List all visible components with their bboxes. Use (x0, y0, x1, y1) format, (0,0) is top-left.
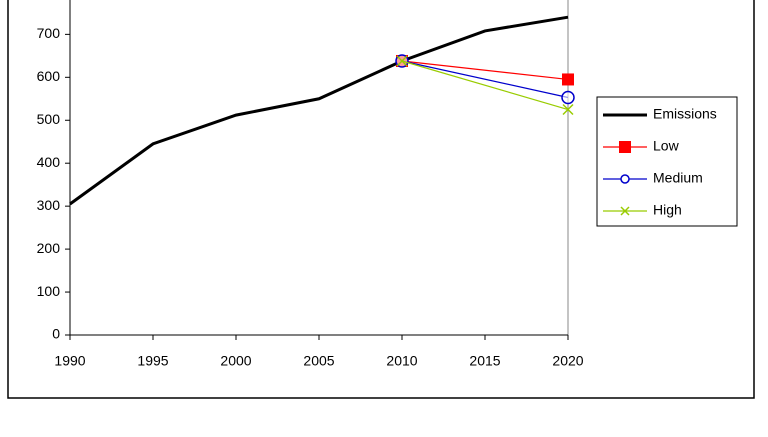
series-line (401, 60, 569, 99)
marker (562, 103, 574, 116)
legend-box (596, 96, 738, 227)
legend-label: High (653, 202, 682, 218)
y-tick-label: 500 (37, 111, 61, 127)
marker (562, 73, 574, 86)
y-tick-label: 300 (37, 197, 61, 213)
marker (561, 90, 575, 105)
x-tick-label: 1995 (137, 353, 168, 369)
y-tick-label: 600 (37, 68, 61, 84)
x-tick-label: 2005 (303, 353, 334, 369)
y-tick-label: 700 (37, 25, 61, 41)
x-tick-label: 2015 (469, 353, 500, 369)
legend-label: Low (653, 138, 680, 154)
legend-label: Emissions (653, 106, 717, 122)
series-line (401, 60, 569, 111)
series-line (69, 15, 569, 206)
series-line (401, 60, 569, 81)
legend-label: Medium (653, 170, 703, 186)
legend-marker (620, 206, 630, 216)
chart-frame (7, 0, 755, 399)
x-tick-label: 2010 (386, 353, 417, 369)
x-tick-label: 2020 (552, 353, 583, 369)
legend-marker (619, 141, 631, 153)
x-tick-label: 2000 (220, 353, 251, 369)
y-tick-label: 200 (37, 240, 61, 256)
y-tick-label: 400 (37, 154, 61, 170)
y-tick-label: 100 (37, 283, 61, 299)
y-tick-label: 0 (52, 326, 60, 342)
legend-marker (620, 174, 630, 184)
marker (396, 55, 408, 67)
x-tick-label: 1990 (54, 353, 85, 369)
